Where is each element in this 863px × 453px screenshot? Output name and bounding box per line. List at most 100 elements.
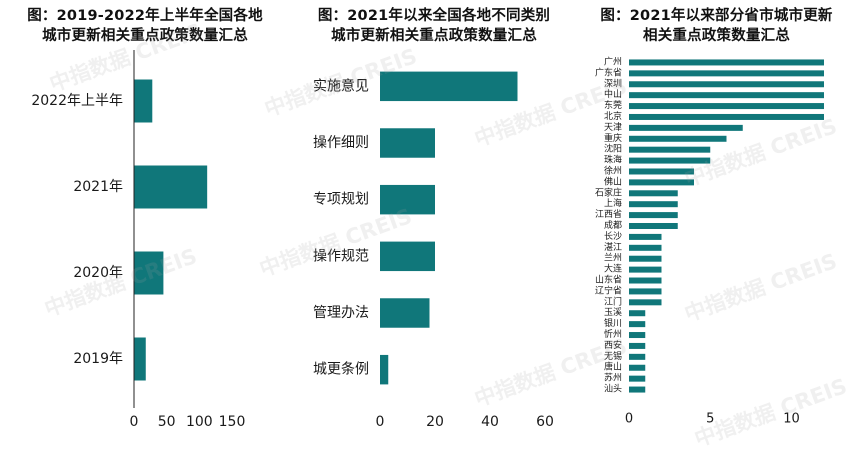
chart3-bar [629, 288, 662, 295]
chart2-category-label: 专项规划 [313, 192, 369, 208]
chart3-bar [629, 92, 824, 99]
chart3-bar [629, 266, 662, 273]
chart3-category-label: 苏州 [604, 372, 622, 384]
chart3-plot: 广州广东省深圳中山东莞北京天津重庆沈阳珠海徐州佛山石家庄上海江西省成都长沙湛江兰… [595, 55, 824, 427]
chart3-bar [629, 233, 662, 240]
chart3-category-label: 无锡 [604, 351, 622, 362]
chart3-category-label: 银川 [604, 317, 622, 329]
chart3-bar [629, 201, 678, 208]
chart1-category-label: 2020年 [73, 265, 123, 281]
chart1-x-tick-label: 150 [219, 414, 246, 430]
chart3-category-label: 辽宁省 [595, 284, 622, 296]
chart3-category-label: 兰州 [604, 252, 622, 264]
chart3-bar [629, 59, 824, 66]
chart3-bar [629, 212, 678, 219]
chart3-category-label: 珠海 [604, 154, 622, 166]
chart3-category-label: 中山 [604, 88, 622, 100]
chart3-category-label: 广东省 [595, 66, 622, 78]
chart3-category-label: 唐山 [604, 361, 622, 373]
chart3-category-label: 重庆 [604, 132, 622, 144]
chart2-bar [380, 184, 435, 215]
chart3-bar [629, 244, 662, 251]
chart3-bar [629, 375, 646, 382]
chart3-x-tick-label: 10 [783, 412, 800, 427]
chart2-bar [380, 241, 435, 272]
chart1-title: 图：2019-2022年上半年全国各地 城市更新相关重点政策数量汇总 [0, 6, 290, 46]
chart3-bar [629, 299, 662, 306]
chart3-category-label: 西安 [604, 339, 622, 351]
chart3-bar [629, 146, 711, 153]
chart3-bar [629, 179, 694, 186]
chart3-x-tick-label: 0 [625, 412, 633, 427]
chart3-bar [629, 190, 678, 197]
chart3-bar [629, 310, 646, 317]
chart3-category-label: 石家庄 [595, 186, 622, 198]
chart1-category-label: 2021年 [73, 179, 123, 195]
chart3-category-label: 江门 [604, 295, 622, 307]
chart3-title-line-2: 相关重点政策数量汇总 [643, 28, 790, 44]
chart1-category-label: 2019年 [73, 351, 123, 367]
chart3-bar [629, 342, 646, 349]
chart2-category-label: 操作细则 [313, 135, 369, 151]
chart2-bar [380, 354, 389, 385]
chart2-category-label: 城更条例 [313, 361, 369, 378]
chart2-x-tick-label: 60 [536, 414, 554, 430]
chart3-category-label: 山东省 [595, 274, 622, 286]
chart3-category-label: 北京 [604, 110, 622, 122]
chart3-title-line-1: 图：2021年以来部分省市城市更新 [600, 8, 833, 24]
chart3-bar [629, 157, 711, 164]
chart3-bar [629, 364, 646, 371]
chart3-category-label: 江西省 [595, 208, 622, 220]
chart3-category-label: 沈阳 [604, 143, 622, 155]
chart2-x-tick-label: 20 [426, 414, 444, 430]
chart2-bar [380, 298, 430, 328]
chart3-bar [629, 277, 662, 284]
chart3-bar [629, 332, 646, 339]
chart3-category-label: 深圳 [604, 78, 622, 89]
chart2-category-label: 操作规范 [313, 247, 369, 264]
chart3-bar [629, 70, 824, 77]
chart1-bar [134, 79, 153, 123]
chart2-title: 图：2021年以来全国各地不同类别 城市更新相关重点政策数量汇总 [284, 6, 584, 46]
chart2-bar [380, 71, 518, 102]
chart3-category-label: 忻州 [604, 328, 622, 340]
chart1-x-tick-label: 100 [186, 414, 213, 430]
chart3-category-label: 大连 [604, 263, 622, 275]
chart2-title-line-2: 城市更新相关重点政策数量汇总 [331, 28, 537, 44]
chart1-title-line-1: 图：2019-2022年上半年全国各地 [27, 8, 263, 24]
chart3-category-label: 成都 [604, 219, 622, 231]
chart2-category-label: 实施意见 [313, 77, 369, 94]
chart1-plot: 2022年上半年 2021年 2020年 2019年 0 50 100 150 [31, 50, 245, 430]
chart3-category-label: 汕头 [604, 384, 622, 395]
charts-canvas: 2022年上半年 2021年 2020年 2019年 0 50 100 150 实施意见操作细… [31, 50, 824, 430]
chart2-category-label: 管理办法 [313, 305, 369, 321]
chart1-x-tick-label: 50 [158, 414, 176, 430]
chart3-category-label: 上海 [604, 197, 622, 209]
chart3-category-label: 玉溪 [604, 306, 622, 318]
chart3-bar [629, 321, 646, 328]
chart3-bar [629, 255, 662, 262]
chart3-bar [629, 81, 824, 88]
chart1-title-line-2: 城市更新相关重点政策数量汇总 [42, 28, 248, 44]
chart3-category-label: 天津 [604, 122, 622, 133]
chart1-category-label: 2022年上半年 [31, 93, 123, 109]
chart3-bar [629, 135, 727, 142]
chart3-title: 图：2021年以来部分省市城市更新 相关重点政策数量汇总 [570, 6, 863, 46]
chart3-category-label: 广州 [604, 55, 622, 67]
chart3-category-label: 佛山 [604, 175, 622, 187]
chart3-category-label: 长沙 [604, 230, 622, 242]
chart1-bar [134, 251, 164, 295]
chart1-bar [134, 165, 208, 209]
chart3-x-tick-label: 5 [706, 412, 714, 427]
chart2-x-tick-label: 40 [481, 414, 499, 430]
chart3-category-label: 徐州 [604, 164, 622, 176]
chart3-bar [629, 124, 743, 131]
chart3-bar [629, 113, 824, 120]
chart3-bar [629, 353, 646, 360]
chart3-bar [629, 386, 646, 393]
chart3-category-label: 东莞 [604, 99, 622, 111]
chart3-bar [629, 103, 824, 110]
chart3-category-label: 湛江 [604, 242, 622, 253]
chart3-bar [629, 223, 678, 229]
